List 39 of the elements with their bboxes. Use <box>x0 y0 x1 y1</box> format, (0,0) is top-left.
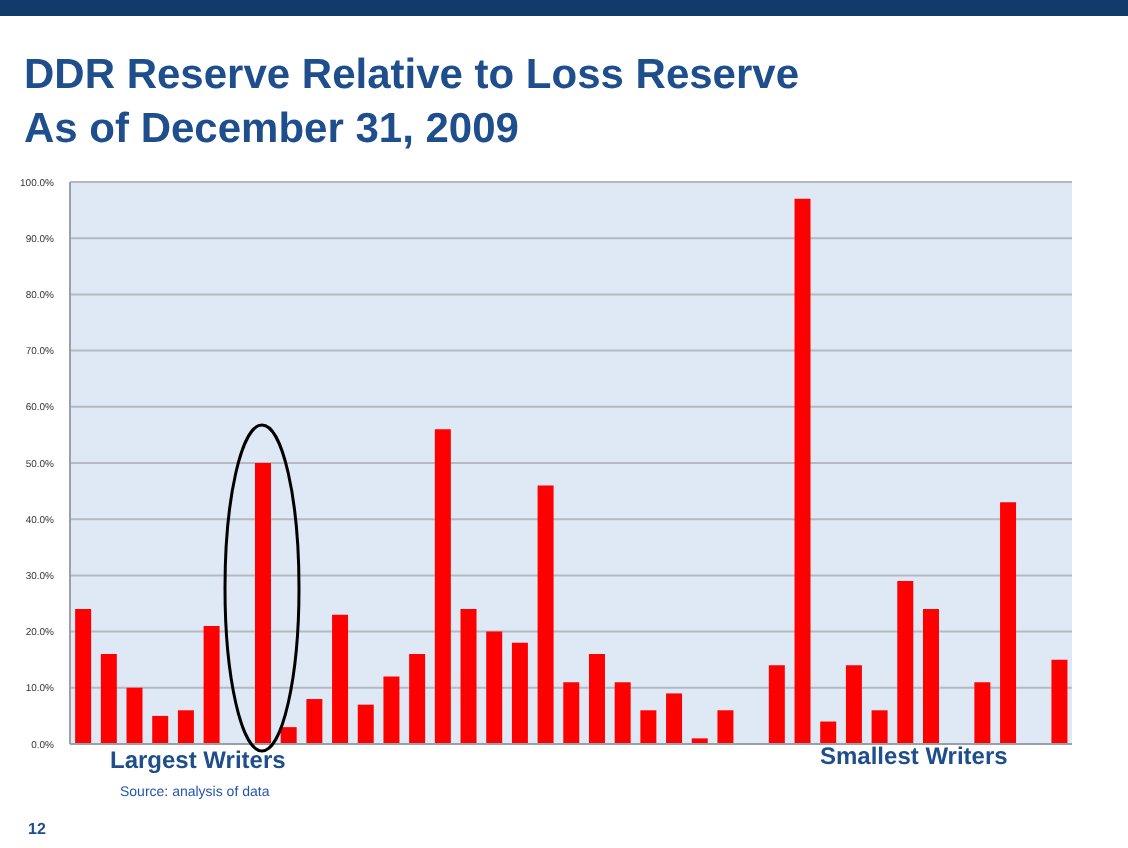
bar <box>332 614 349 744</box>
chart-subtitle: As of December 31, 2009 <box>24 104 521 156</box>
bar <box>357 704 374 744</box>
bar <box>511 642 528 744</box>
bar <box>409 654 426 744</box>
bar <box>460 609 477 744</box>
bar <box>974 682 991 744</box>
bar <box>717 710 734 744</box>
bar <box>897 581 914 744</box>
bar <box>152 715 169 744</box>
text: Largest Writers <box>110 746 286 774</box>
bar <box>640 710 657 744</box>
annotation: Smallest Writers <box>820 742 1008 770</box>
bar <box>1051 659 1068 744</box>
text: 12 <box>28 820 46 838</box>
bar <box>871 710 888 744</box>
bar <box>537 485 554 744</box>
bar <box>666 693 683 744</box>
bar <box>75 609 92 744</box>
bar <box>434 429 451 744</box>
bar <box>845 665 862 744</box>
bar <box>614 682 631 744</box>
bar <box>768 665 785 744</box>
bar <box>588 654 605 744</box>
chart-title: DDR Reserve Relative to Loss Reserve <box>24 50 800 102</box>
bar <box>563 682 580 744</box>
bar <box>203 625 220 744</box>
bar <box>383 676 400 744</box>
bar <box>1000 502 1017 744</box>
bar <box>177 710 194 744</box>
bar <box>820 721 837 744</box>
bar <box>100 654 117 744</box>
bar <box>126 687 143 744</box>
bar <box>280 727 297 744</box>
bar <box>486 631 503 744</box>
bar <box>922 609 939 744</box>
bar <box>254 463 271 744</box>
bar <box>794 198 811 744</box>
bar <box>306 699 323 744</box>
